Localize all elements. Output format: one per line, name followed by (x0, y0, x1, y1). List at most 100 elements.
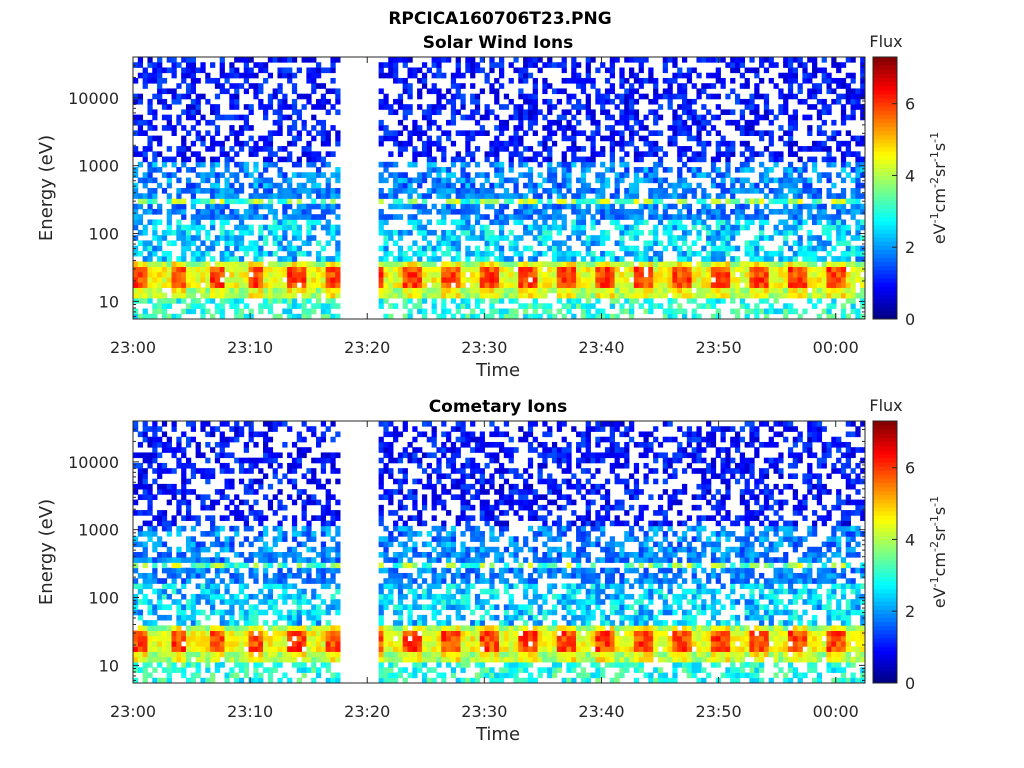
heatmap-cell (258, 203, 264, 210)
heatmap-cell (754, 292, 760, 299)
heatmap-cell (161, 557, 168, 563)
heatmap-cell (277, 298, 283, 304)
heatmap-cell (195, 261, 201, 267)
heatmap-cell (166, 282, 172, 288)
heatmap-cell (629, 271, 635, 278)
heatmap-cell (812, 62, 818, 68)
heatmap-cell (787, 271, 794, 278)
heatmap-cell (836, 146, 842, 152)
heatmap-cell (720, 271, 726, 278)
heatmap-cell (826, 146, 832, 152)
heatmap-cell (710, 250, 717, 257)
heatmap-cell (152, 426, 158, 432)
heatmap-cell (166, 214, 172, 220)
heatmap-cell (503, 177, 510, 184)
heatmap-cell (316, 219, 322, 226)
heatmap-cell (551, 119, 558, 126)
heatmap-cell (855, 161, 861, 168)
heatmap-cell (792, 198, 798, 205)
heatmap-cell (768, 266, 774, 273)
heatmap-cell (580, 198, 587, 205)
heatmap-cell (176, 287, 182, 294)
heatmap-cell (768, 198, 774, 205)
heatmap-cell (450, 292, 457, 299)
heatmap-cell (161, 104, 168, 110)
heatmap-cell (479, 67, 485, 74)
heatmap-cell (133, 578, 139, 584)
heatmap-cell (600, 104, 606, 110)
heatmap-cell (291, 119, 298, 126)
heatmap-cell (604, 198, 611, 205)
heatmap-cell (508, 282, 514, 288)
heatmap-cell (263, 277, 269, 283)
heatmap-cell (720, 277, 726, 283)
heatmap-cell (397, 261, 404, 267)
heatmap-cell (133, 536, 139, 542)
heatmap-cell (855, 167, 861, 173)
heatmap-cell (778, 72, 784, 79)
heatmap-cell (335, 256, 341, 262)
heatmap-cell (840, 193, 847, 199)
heatmap-cell (181, 235, 187, 241)
heatmap-cell (653, 140, 659, 147)
heatmap-cell (532, 88, 538, 95)
heatmap-cell (171, 583, 177, 590)
heatmap-cell (734, 208, 741, 215)
heatmap-cell (383, 245, 389, 252)
heatmap-cell (571, 140, 577, 147)
heatmap-cell (845, 292, 851, 299)
heatmap-cell (489, 271, 495, 278)
heatmap-cell (566, 172, 572, 178)
heatmap-cell (474, 198, 481, 205)
heatmap-cell (195, 77, 201, 84)
heatmap-cell (677, 156, 683, 163)
heatmap-cell (426, 292, 432, 299)
heatmap-cell (152, 245, 158, 252)
heatmap-cell (325, 282, 331, 288)
heatmap-cell (532, 208, 538, 215)
heatmap-cell (778, 308, 784, 315)
heatmap-cell (571, 303, 577, 309)
heatmap-cell (778, 182, 784, 189)
heatmap-cell (446, 266, 452, 273)
heatmap-cell (551, 240, 558, 247)
heatmap-cell (860, 256, 866, 262)
heatmap-cell (590, 161, 596, 168)
heatmap-cell (301, 119, 307, 126)
heatmap-cell (571, 224, 577, 231)
heatmap-cell (161, 651, 168, 658)
heatmap-cell (763, 98, 770, 105)
heatmap-cell (643, 256, 649, 262)
heatmap-cell (614, 224, 620, 231)
heatmap-cell (181, 292, 187, 299)
heatmap-cell (474, 261, 481, 267)
heatmap-cell (402, 292, 408, 299)
heatmap-cell (604, 313, 611, 320)
heatmap-cell (330, 188, 336, 194)
heatmap-cell (595, 235, 601, 241)
heatmap-cell (248, 193, 254, 199)
heatmap-cell (152, 588, 158, 595)
heatmap-cell (470, 135, 476, 142)
heatmap-cell (855, 256, 861, 262)
heatmap-cell (421, 83, 428, 89)
heatmap-cell (407, 135, 413, 142)
heatmap-cell (759, 198, 765, 205)
heatmap-cell (826, 109, 832, 116)
heatmap-cell (161, 593, 168, 600)
heatmap-cell (479, 57, 485, 63)
heatmap-cell (633, 245, 640, 252)
heatmap-cell (561, 193, 567, 199)
heatmap-cell (523, 93, 529, 100)
heatmap-cell (518, 219, 524, 226)
heatmap-cell (147, 504, 153, 511)
heatmap-cell (229, 214, 235, 220)
heatmap-cell (513, 261, 519, 267)
heatmap-cell (840, 224, 847, 231)
heatmap-cell (393, 172, 399, 178)
heatmap-cell (797, 277, 803, 283)
heatmap-cell (152, 541, 158, 548)
colorbar-swatch (873, 114, 897, 119)
heatmap-cell (224, 77, 230, 84)
heatmap-cell (499, 245, 505, 252)
